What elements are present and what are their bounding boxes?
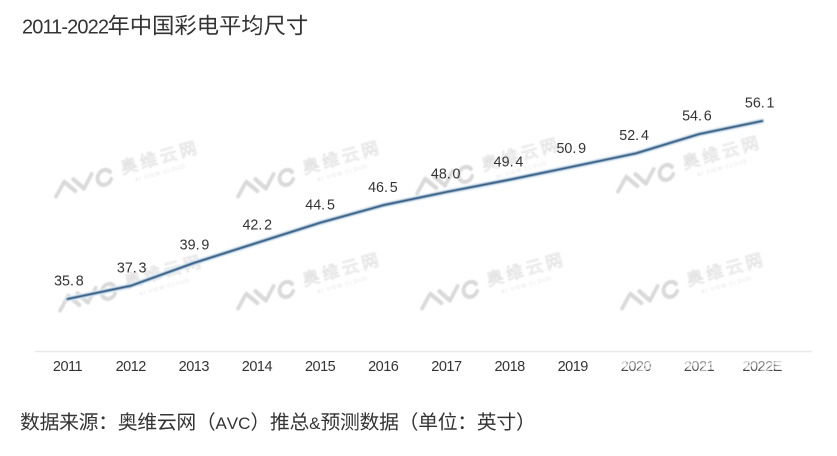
svg-text:48.0: 48. 0	[431, 167, 461, 183]
svg-text:2021: 2021	[684, 359, 715, 375]
svg-text:52.4: 52. 4	[619, 128, 649, 144]
svg-text:2013: 2013	[179, 359, 210, 375]
svg-text:2018: 2018	[494, 359, 525, 375]
svg-text:C: C	[238, 414, 250, 433]
svg-text:V: V	[227, 414, 239, 433]
svg-text:&: &	[309, 414, 321, 433]
svg-text:2015: 2015	[305, 359, 336, 375]
svg-text:37.3: 37. 3	[117, 260, 147, 276]
svg-text:35.8: 35. 8	[54, 274, 84, 290]
svg-text:2019: 2019	[558, 359, 589, 375]
svg-text:42.2: 42. 2	[242, 218, 272, 234]
svg-text:2011-2022: 2011-2022	[22, 17, 109, 39]
svg-text:2012: 2012	[116, 359, 147, 375]
svg-text:2014: 2014	[242, 359, 273, 375]
svg-text:2016: 2016	[368, 359, 399, 375]
svg-text:46.5: 46. 5	[368, 180, 398, 196]
svg-text:49.4: 49. 4	[494, 154, 524, 170]
svg-text:2017: 2017	[431, 359, 462, 375]
svg-text:2011: 2011	[53, 359, 83, 375]
svg-text:39.9: 39. 9	[180, 238, 210, 254]
svg-text:54.6: 54. 6	[682, 109, 712, 125]
svg-text:56.1: 56. 1	[745, 96, 775, 112]
svg-text:2020: 2020	[621, 359, 652, 375]
svg-text:44.5: 44. 5	[305, 197, 335, 213]
svg-text:50.9: 50. 9	[556, 141, 586, 157]
svg-text:A: A	[216, 414, 228, 433]
